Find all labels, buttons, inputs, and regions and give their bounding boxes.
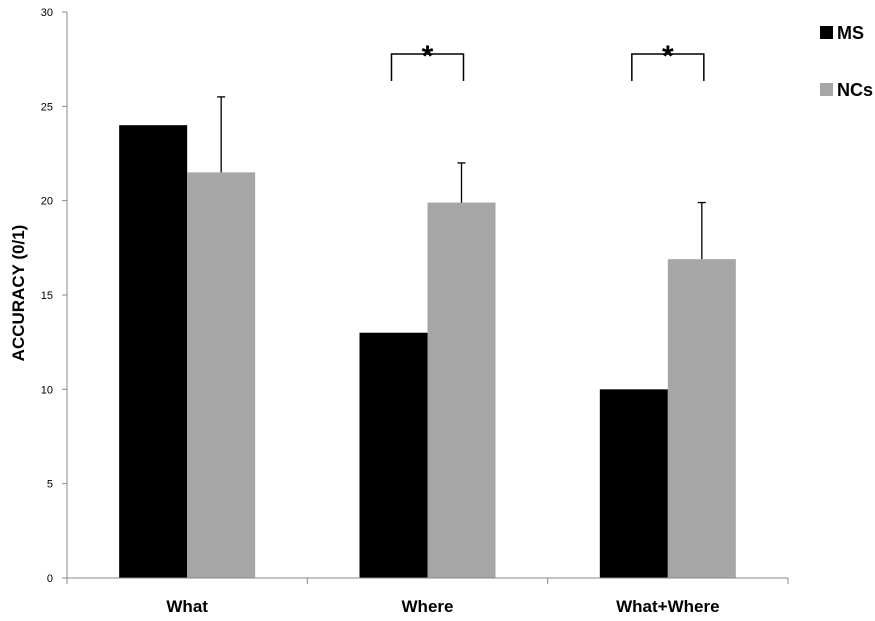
bar-ms-where — [359, 332, 428, 578]
x-category-label: What+Where — [616, 597, 719, 616]
bar-ms-what — [119, 125, 188, 578]
y-tick-label: 25 — [41, 101, 53, 113]
bar-ncs-what-where — [667, 259, 736, 578]
significance-brackets: * * — [390, 40, 705, 81]
bar-ncs-what — [187, 172, 256, 578]
x-category-label: Where — [402, 597, 454, 616]
x-axis-labels: What Where What+Where — [166, 597, 719, 616]
significance-bracket — [390, 53, 465, 81]
legend: MS NCs — [820, 23, 873, 100]
legend-swatch — [820, 26, 833, 39]
x-category-label: What — [166, 597, 208, 616]
legend-label: MS — [837, 23, 864, 43]
legend-label: NCs — [837, 80, 873, 100]
y-axis-ticks: 0 5 10 15 20 25 30 — [41, 7, 67, 585]
y-axis-title: ACCURACY (0/1) — [9, 225, 28, 362]
bar-ms-what-where — [599, 389, 668, 578]
y-tick-label: 10 — [41, 384, 53, 396]
y-tick-label: 20 — [41, 196, 53, 208]
bar-ncs-where — [427, 202, 496, 578]
significance-star: * — [422, 40, 434, 73]
y-tick-label: 5 — [47, 479, 53, 491]
y-tick-label: 0 — [47, 573, 53, 585]
y-tick-label: 15 — [41, 290, 53, 302]
bars — [119, 125, 736, 578]
x-axis-ticks — [66, 578, 789, 584]
significance-bracket — [631, 53, 705, 81]
error-bars — [217, 96, 706, 260]
significance-star: * — [662, 40, 674, 73]
y-tick-label: 30 — [41, 7, 53, 19]
legend-swatch — [820, 83, 833, 96]
